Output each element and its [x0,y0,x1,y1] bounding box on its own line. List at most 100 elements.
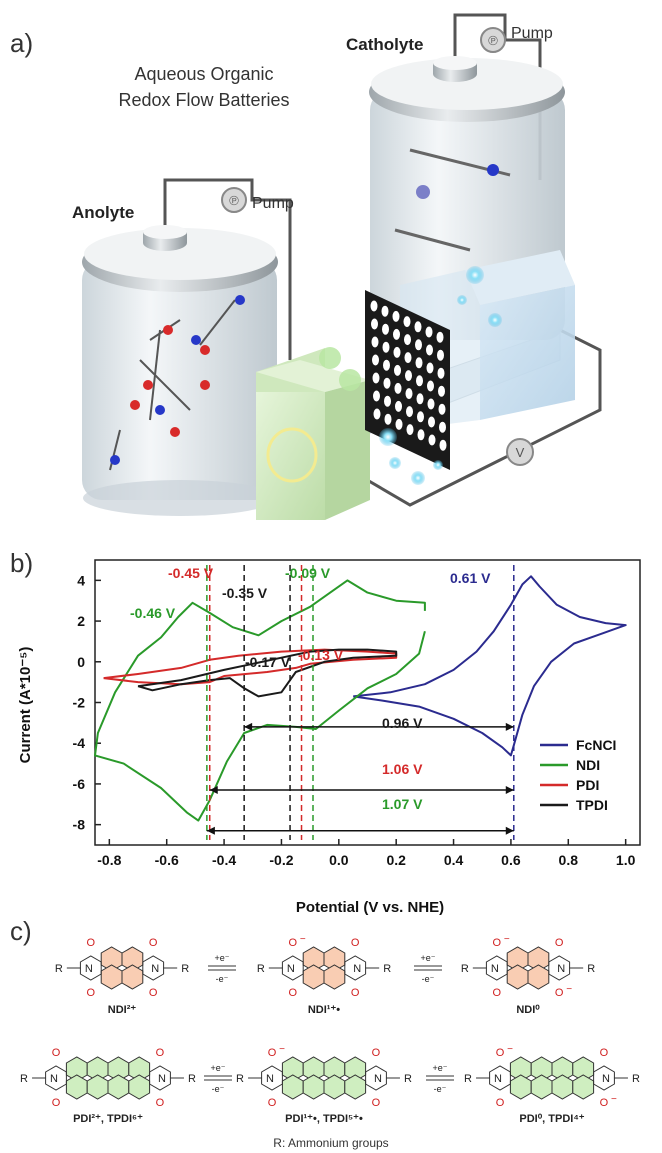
pdi-state-2: PDI¹⁺•, TPDI⁵⁺• [285,1113,363,1125]
membrane-pore [426,344,433,356]
oxygen-label: O [493,937,502,949]
oxygen-label: O [372,1047,381,1059]
r-group-label: R [257,963,265,975]
pump-catholyte-symbol: ℗ [488,33,498,48]
membrane-pore [394,382,402,394]
membrane-pore [404,352,412,364]
chart-legend: FcNCI NDI PDI TPDI [540,737,616,813]
x-tick-label: 0.2 [386,852,406,868]
r-group-label: R [464,1073,472,1085]
label-ndi-ox: -0.09 V [285,565,331,581]
charge-label: − [507,1044,513,1055]
nitrogen-label: N [491,963,499,975]
membrane-pore [395,418,403,430]
membrane-pore [394,364,401,376]
y-tick-label: 4 [77,572,85,588]
x-tick-label: -0.6 [155,852,179,868]
charge-label: − [300,934,306,945]
oxygen-label: O [600,1047,609,1059]
membrane-pore [438,403,446,415]
membrane-pore [392,310,400,322]
membrane-pore [425,326,433,338]
footnote: R: Ammonium groups [273,1136,388,1150]
membrane-pore [372,354,379,366]
membrane-pore [384,413,392,425]
label-ndi-red: -0.46 V [130,605,176,621]
aromatic-ring [302,964,325,990]
oxygen-label: O [555,937,564,949]
membrane-pore [437,367,445,379]
anolyte-label: Anolyte [72,203,134,222]
membrane-pore [427,398,435,410]
oxygen-label: O [52,1097,61,1109]
nitrogen-label: N [50,1073,58,1085]
wire-circuit [349,328,602,507]
membrane-pore [415,339,422,351]
x-axis-title: Potential (V vs. NHE) [296,899,444,916]
membrane-pore [415,357,423,369]
arrow-label-bottom: -e⁻ [212,1084,225,1094]
oxygen-label: O [289,987,298,999]
oxygen-label: O [555,987,564,999]
aromatic-ring [107,1074,130,1100]
oxygen-label: O [600,1097,609,1109]
catholyte-label: Catholyte [346,35,423,54]
pump-label-anolyte: Pump [252,195,294,212]
oxygen-label: O [289,937,298,949]
membrane-pore [414,321,422,333]
oxygen-label: O [496,1097,505,1109]
imide-ring [344,955,367,981]
wire-anolyte [163,178,292,360]
membrane-pore [371,336,379,348]
membrane-pore [436,331,444,343]
imide-ring [149,1065,171,1091]
y-tick-label: -8 [73,817,86,833]
membrane-pore [381,305,389,317]
r-group-label: R [404,1073,412,1085]
aromatic-ring [572,1074,595,1100]
arrow-head-right [505,786,514,795]
arrow-label-top: +e⁻ [214,953,229,963]
cv-chart: -0.8 -0.6 -0.4 -0.2 0.0 0.2 0.4 0.6 0.8 1.0 4 2 0 -2 -… [17,559,641,916]
membrane-pore [406,424,414,436]
membrane-pore [382,341,390,353]
label-gap-tpdi: 0.96 V [382,715,423,731]
x-tick-label: -0.2 [269,852,293,868]
membrane-pore [395,400,402,412]
r-group-label: R [461,963,469,975]
membrane-pore [383,359,390,371]
membrane-pore [405,370,412,382]
oxygen-label: O [149,987,158,999]
aromatic-ring [323,964,346,990]
panel-c-label: c) [10,916,32,946]
ndi-state-2: NDI¹⁺• [308,1004,340,1016]
nitrogen-label: N [151,963,159,975]
membrane-pore [393,328,400,340]
aromatic-ring [86,1074,109,1100]
title-line-1: Aqueous Organic [134,64,273,84]
ndi-state-3: NDI⁰ [516,1004,540,1016]
series-line-ndi [94,579,426,822]
membrane [365,290,450,470]
aromatic-ring [509,1074,532,1100]
membrane-pore [428,434,436,446]
membrane-pore [427,380,434,392]
charge-label: − [566,984,572,995]
y-tick-label: -4 [73,735,86,751]
membrane-pore [438,385,445,397]
aromatic-ring [527,964,550,990]
membrane-pore [416,393,424,405]
arrow-head-left [209,786,218,795]
membrane-pore [426,362,434,374]
label-pdi-ox: -0.13 V [298,647,344,663]
label-tpdi-red: -0.35 V [222,585,268,601]
imide-ring [79,955,102,981]
r-group-label: R [55,963,63,975]
membrane-pore [382,323,389,335]
nitrogen-label: N [602,1073,610,1085]
pump-anolyte-symbol: ℗ [229,193,239,208]
green-molecules [319,347,361,391]
membrane-pore [428,416,435,428]
arrow-label-top: +e⁻ [432,1063,447,1073]
arrow-label-top: +e⁻ [210,1063,225,1073]
